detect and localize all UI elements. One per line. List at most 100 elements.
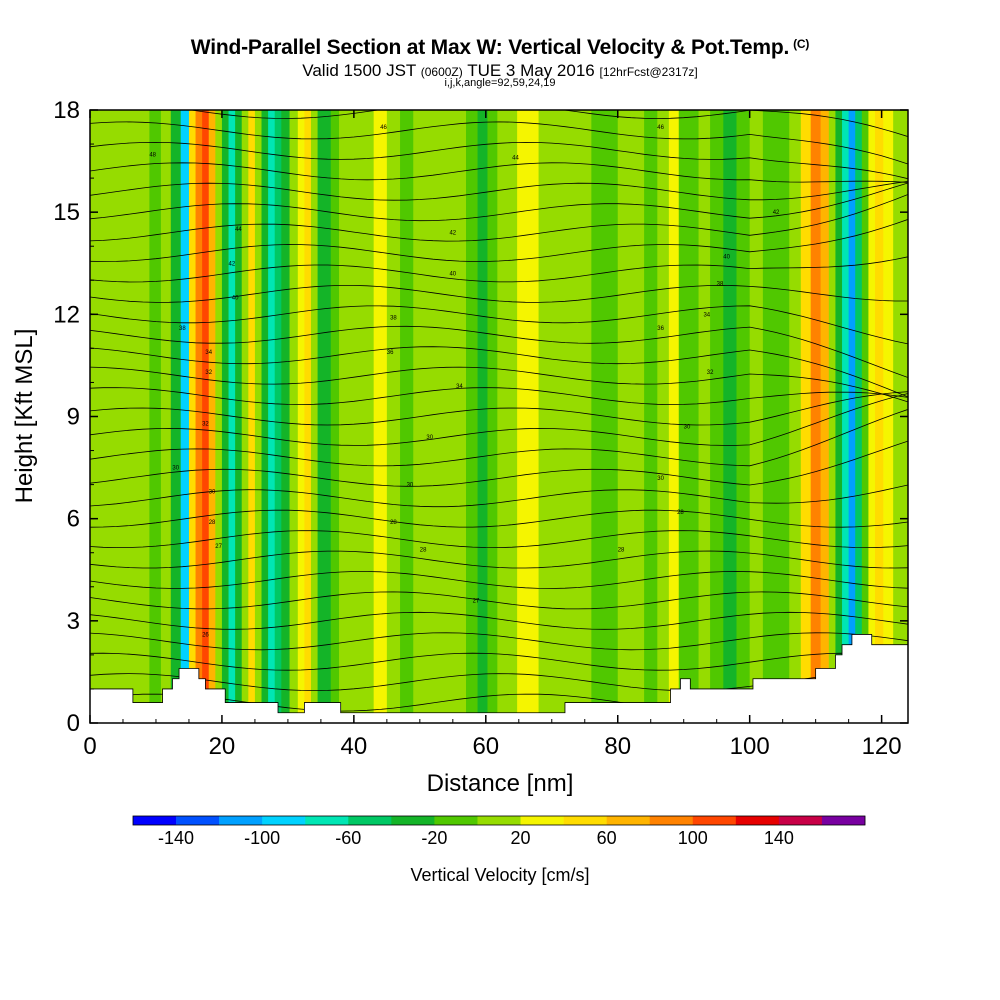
isentrope-label: 38	[179, 326, 186, 332]
chart-title: Wind-Parallel Section at Max W: Vertical…	[0, 36, 1000, 60]
x-tick-label: 20	[209, 733, 236, 760]
title-text: Wind-Parallel Section at Max W: Vertical…	[190, 36, 790, 59]
isentrope-label: 34	[456, 384, 463, 390]
colorbar-tick-label: 60	[597, 828, 617, 848]
isentrope-line	[90, 162, 908, 183]
velocity-column	[324, 110, 332, 723]
isentrope-line	[90, 181, 908, 201]
isentrope-label: 40	[723, 254, 730, 260]
velocity-column	[373, 110, 388, 723]
isentrope-label: 30	[684, 425, 691, 431]
isentrope-label: 36	[387, 350, 394, 356]
velocity-column	[180, 110, 190, 723]
velocity-column	[360, 110, 375, 723]
isentrope-line	[90, 409, 908, 467]
velocity-column	[487, 110, 498, 723]
zulu-time: (0600Z)	[420, 65, 463, 79]
velocity-column	[776, 110, 790, 723]
isentrope-label: 30	[209, 489, 216, 495]
isentrope-line	[90, 391, 908, 426]
isentrope-label: 36	[657, 326, 664, 332]
x-tick-label: 120	[862, 733, 902, 760]
velocity-column	[304, 110, 312, 723]
isentrope-line	[90, 182, 908, 222]
velocity-column	[820, 110, 830, 723]
velocity-column	[317, 110, 325, 723]
velocity-column	[386, 110, 401, 723]
isentrope-label: 42	[228, 261, 235, 267]
isentrope-line	[90, 121, 908, 165]
isentrope-line	[90, 611, 908, 630]
velocity-column	[439, 110, 454, 723]
colorbar-swatch	[563, 816, 607, 825]
isentrope-label: 28	[420, 547, 427, 553]
colorbar-swatch	[778, 816, 823, 825]
isentrope-label: 38	[390, 316, 397, 322]
velocity-column	[208, 110, 216, 723]
isentrope-label: 27	[473, 598, 480, 604]
colorbar-swatch	[305, 816, 349, 825]
velocity-column	[604, 110, 619, 723]
velocity-column	[248, 110, 256, 723]
colorbar-swatch	[477, 816, 521, 825]
velocity-column	[310, 110, 319, 723]
velocity-column	[149, 110, 162, 723]
isentrope-line	[90, 632, 908, 651]
valid-time: Valid 1500 JST	[302, 61, 416, 80]
isentrope-line	[90, 305, 908, 345]
colorbar-frame	[132, 815, 866, 826]
velocity-column	[452, 110, 467, 723]
vertical-velocity-field	[90, 110, 908, 723]
velocity-column	[289, 110, 299, 723]
isentrope-line	[90, 366, 908, 403]
isentrope-label: 42	[773, 210, 780, 216]
isentrope-label: 48	[149, 152, 156, 158]
terrain-polygon	[90, 634, 908, 723]
colorbar-swatch	[133, 816, 177, 825]
colorbar-swatch	[520, 816, 564, 825]
velocity-column	[466, 110, 479, 723]
x-tick-label: 60	[472, 733, 499, 760]
grid-index-note: i,j,k,angle=92,59,24,19	[444, 77, 556, 89]
velocity-column	[875, 110, 884, 723]
chart-subtitle: Valid 1500 JST (0600Z) TUE 3 May 2016 [1…	[0, 61, 1000, 81]
velocity-column	[789, 110, 802, 723]
velocity-column	[828, 110, 837, 723]
velocity-column	[551, 110, 566, 723]
velocity-column	[517, 110, 528, 723]
isentrope-line	[90, 256, 908, 283]
velocity-column	[188, 110, 197, 723]
isentrope-line	[90, 346, 908, 398]
isentrope-line	[90, 141, 908, 180]
velocity-column	[657, 110, 670, 723]
y-tick-label: 3	[67, 608, 80, 635]
velocity-column	[136, 110, 150, 723]
velocity-column	[842, 110, 850, 723]
y-tick-label: 6	[67, 506, 80, 533]
y-tick-label: 18	[53, 97, 80, 124]
velocity-column	[630, 110, 645, 723]
isentrope-line	[90, 393, 908, 446]
copyright-mark: (C)	[793, 37, 810, 51]
velocity-column	[235, 110, 243, 723]
colorbar-swatch	[434, 816, 478, 825]
valid-date: TUE 3 May 2016	[467, 61, 595, 80]
potential-temperature-contours: 48 46 44 46 44 42 42 42 40 40 40 38 38 38 36 36 34 34 34 32…	[90, 110, 908, 712]
colorbar-label: Vertical Velocity [cm/s]	[410, 865, 589, 885]
x-tick-label: 80	[604, 733, 631, 760]
velocity-column	[274, 110, 282, 723]
velocity-column	[736, 110, 751, 723]
colorbar-swatch	[391, 816, 435, 825]
y-axis-label: Height [Kft MSL]	[11, 329, 38, 504]
isentrope-label: 46	[380, 125, 387, 131]
velocity-column	[723, 110, 738, 723]
velocity-column	[578, 110, 592, 723]
y-tick-label: 9	[67, 404, 80, 431]
isentrope-line	[90, 325, 908, 378]
velocity-column	[339, 110, 350, 723]
isentrope-label: 30	[426, 435, 433, 441]
isentrope-label: 44	[235, 227, 242, 233]
y-tick-label: 12	[53, 301, 80, 328]
colorbar-swatch	[219, 816, 263, 825]
velocity-column	[170, 110, 182, 723]
